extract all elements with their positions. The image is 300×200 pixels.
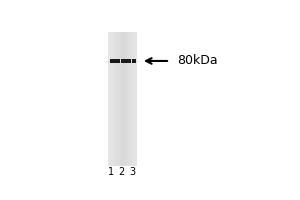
Bar <box>131 32 132 166</box>
Bar <box>110 59 120 63</box>
Bar <box>128 32 130 166</box>
Bar <box>135 32 136 166</box>
Bar <box>125 32 127 166</box>
Bar <box>129 32 131 166</box>
Bar <box>127 32 128 166</box>
Bar <box>121 32 123 166</box>
Bar <box>134 32 135 166</box>
Bar <box>116 32 117 166</box>
Bar <box>132 59 136 63</box>
Bar <box>132 32 134 166</box>
Bar <box>108 32 136 166</box>
Text: 80kDa: 80kDa <box>177 54 218 67</box>
Bar <box>114 32 116 166</box>
Bar <box>124 32 125 166</box>
Bar <box>118 32 120 166</box>
Bar <box>111 32 113 166</box>
Bar <box>112 32 114 166</box>
Bar <box>110 32 111 166</box>
Text: 2: 2 <box>118 167 124 177</box>
Bar <box>120 32 121 166</box>
Bar <box>121 59 130 63</box>
Text: 3: 3 <box>130 167 136 177</box>
Text: 1: 1 <box>108 167 114 177</box>
Bar <box>117 32 118 166</box>
Bar <box>108 32 110 166</box>
Bar <box>122 32 124 166</box>
